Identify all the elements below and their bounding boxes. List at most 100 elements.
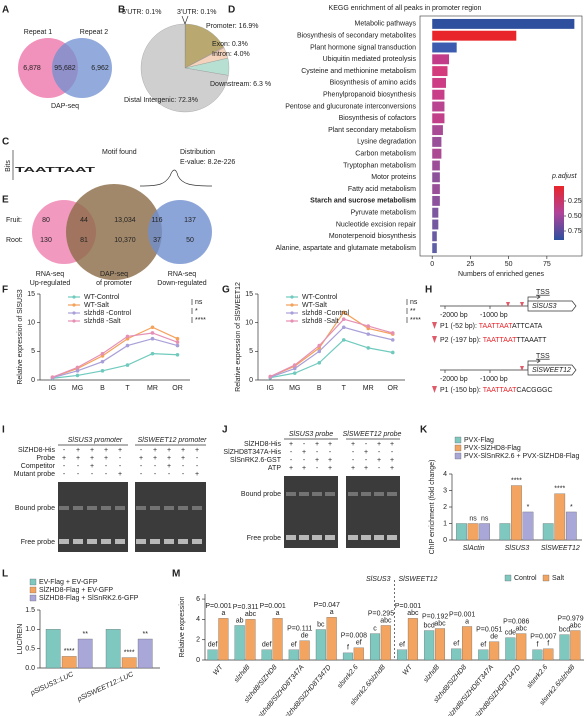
p-value: P=0.111 — [287, 626, 312, 633]
axis-title: Relative expression — [179, 596, 186, 657]
lane-mark: + — [315, 457, 319, 464]
point — [125, 363, 130, 367]
gel-band — [312, 535, 322, 540]
x-tick-label: slzhd8 — [233, 664, 251, 684]
bar — [505, 637, 516, 661]
gel-band — [101, 506, 111, 510]
gel-band — [299, 535, 309, 540]
line — [52, 338, 178, 379]
colorbar — [554, 186, 564, 240]
lane-mark: - — [352, 449, 355, 456]
panel-label: A — [2, 5, 9, 16]
site-name: P1 (-150 bp): — [440, 387, 483, 394]
lane-mark: - — [378, 449, 381, 456]
gel-band — [325, 492, 335, 496]
letter: abc — [407, 610, 419, 617]
p-value: P=0.001 — [260, 603, 286, 610]
bar — [478, 649, 489, 661]
point — [175, 340, 180, 344]
significance: * — [195, 308, 198, 315]
lane-mark: + — [167, 455, 171, 462]
category-label: Biosynthesis of amino acids — [330, 80, 417, 87]
site-rest: TTAAATT — [516, 337, 547, 344]
bar — [532, 649, 543, 661]
row-label: Probe — [36, 455, 55, 462]
slice-label: Promoter: 16.9% — [206, 23, 259, 30]
point — [317, 343, 322, 348]
x-tick-label: MG — [289, 385, 300, 392]
legend-label: slzhd8 -Salt — [302, 318, 339, 325]
bar — [516, 633, 527, 661]
category-label: Nucleotide excision repair — [336, 221, 417, 228]
bar — [407, 618, 418, 661]
y-tick-label: 15 — [245, 291, 253, 298]
lane-mark: + — [377, 441, 381, 448]
bar — [432, 101, 445, 112]
panel-label: B — [118, 5, 125, 16]
significance: **** — [64, 648, 75, 655]
y-tick-label: 2 — [196, 637, 200, 644]
category-label: Pentose and glucuronate interconversions — [285, 103, 416, 110]
count: 137 — [184, 217, 196, 224]
point — [175, 352, 180, 357]
legend-label: WT-Salt — [84, 302, 109, 309]
lane-mark: + — [118, 447, 122, 454]
category-label: Metabolic pathways — [355, 21, 417, 28]
x-tick-label: IG — [267, 385, 274, 392]
bar — [554, 493, 566, 541]
legend-marker — [72, 311, 76, 315]
lane-mark: + — [390, 441, 394, 448]
lane-mark: + — [390, 457, 394, 464]
legend-swatch — [29, 594, 37, 602]
bar — [432, 160, 440, 171]
row-label: Root: — [6, 237, 23, 244]
count: 13,034 — [114, 217, 136, 224]
bar — [397, 649, 408, 661]
point — [75, 365, 80, 370]
bar — [479, 523, 490, 541]
site-marker — [432, 386, 437, 393]
lane-mark: - — [290, 449, 293, 456]
x-tick-label: IG — [49, 385, 56, 392]
bar — [565, 511, 577, 541]
lane-mark: - — [140, 447, 143, 454]
legend-swatch — [504, 574, 512, 582]
gel-band — [136, 506, 146, 510]
point — [390, 350, 395, 355]
leader — [181, 15, 186, 25]
x-tick-label: slzhd8/SlZHD8T347D — [284, 664, 333, 716]
band-label: Free probe — [21, 539, 55, 546]
site-marker — [506, 302, 510, 307]
bar — [369, 633, 381, 661]
row-label: Mutant probe — [14, 471, 55, 478]
legend-label: Control — [514, 575, 537, 582]
category-label: Fatty acid metabolism — [348, 186, 416, 193]
count: 6,962 — [91, 65, 109, 72]
panel-label: F — [2, 285, 8, 296]
panel-label: L — [2, 569, 8, 580]
y-tick-label: 0 — [443, 537, 447, 544]
category-label: Monoterpenoid biosynthesis — [329, 233, 417, 240]
x-tick-label: B — [317, 385, 322, 392]
slice-label: Downstream: 6.3 % — [210, 81, 271, 88]
bar — [432, 125, 443, 136]
caption: E-value: 8.2e-226 — [180, 159, 235, 166]
x-tick-label: OR — [388, 385, 399, 392]
x-tick-label: OR — [172, 385, 183, 392]
category-label: Plant hormone signal transduction — [310, 44, 416, 51]
category-label: Plant secondary metabolism — [328, 127, 416, 134]
point — [341, 317, 346, 322]
axis-label: Bits — [5, 160, 12, 172]
lane-mark: - — [182, 463, 185, 470]
y-tick-label: 0 — [249, 377, 253, 384]
lane-mark: - — [105, 463, 108, 470]
bar — [432, 30, 517, 41]
letter: abc — [434, 620, 446, 627]
gel-band — [59, 506, 69, 510]
gel-band — [178, 539, 188, 544]
x-tick-label: SlActin — [463, 545, 485, 552]
site-motif: TAATTAAT — [479, 323, 513, 330]
gel-band — [286, 492, 296, 496]
x-tick-label: B — [100, 385, 105, 392]
lane-mark: - — [105, 471, 108, 478]
